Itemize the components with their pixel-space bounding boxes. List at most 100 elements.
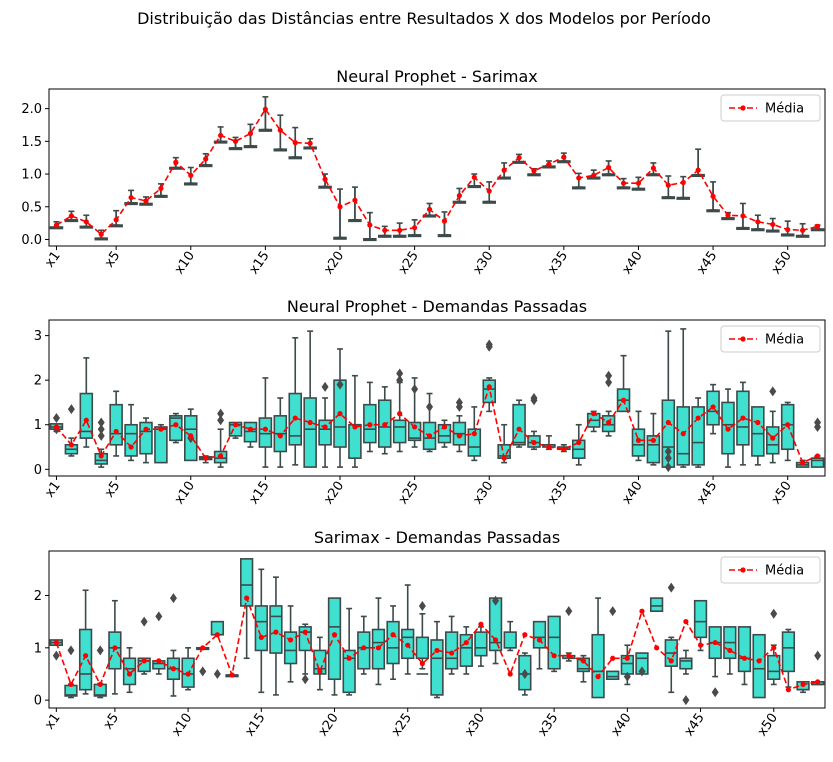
box-8 (154, 194, 168, 198)
box-10 (184, 182, 198, 186)
mean-point (727, 647, 733, 654)
box-37 (576, 657, 591, 673)
mean-point (426, 433, 433, 439)
box-36 (571, 186, 586, 190)
mean-point (128, 194, 134, 201)
box-38 (591, 633, 605, 699)
subplot-title: Sarimax - Demandas Passadas (314, 528, 560, 547)
outlier-point (396, 368, 404, 379)
mean-point (317, 668, 323, 674)
mean-point (128, 444, 134, 450)
mean-point (337, 411, 343, 417)
mean-point (188, 172, 194, 178)
outlier-point (418, 600, 426, 611)
box-48 (751, 406, 765, 457)
mean-point (492, 637, 499, 643)
mean-point (185, 671, 191, 677)
box-17 (288, 156, 302, 160)
mean-point (405, 642, 411, 648)
box-29 (467, 428, 482, 457)
box-35 (557, 160, 571, 164)
mean-point (158, 185, 164, 192)
mean-point (665, 419, 671, 426)
mean-point (665, 182, 671, 188)
box-3 (79, 392, 94, 439)
outlier-point (140, 616, 148, 627)
mean-point (522, 632, 528, 638)
outlier-point (52, 650, 60, 661)
box-34 (532, 620, 547, 649)
y-tick-label: 0 (34, 463, 42, 478)
y-tick-label: 1 (34, 641, 42, 656)
legend-marker (740, 567, 746, 573)
subplot-neural-prophet-demandas-passadas: Neural Prophet - Demandas Passadas 0123x… (34, 297, 826, 507)
mean-point (218, 453, 224, 459)
mean-point (68, 681, 74, 688)
mean-point (156, 658, 162, 664)
box-21 (348, 423, 362, 459)
mean-point (546, 161, 552, 167)
box-7 (139, 421, 153, 455)
box-51 (795, 234, 810, 238)
box-30 (482, 379, 496, 404)
mean-point (258, 634, 264, 640)
mean-point (113, 217, 119, 223)
mean-point (516, 155, 522, 161)
mean-point (53, 639, 59, 646)
mean-point (397, 411, 403, 417)
mean-point (141, 658, 147, 664)
outlier-point (664, 453, 672, 464)
box-48 (737, 626, 752, 673)
box-50 (767, 654, 781, 681)
outlier-point (638, 666, 646, 677)
mean-series-line (55, 383, 818, 464)
mean-point (307, 419, 313, 426)
y-tick-label: 1.5 (21, 135, 42, 150)
box-24 (386, 620, 400, 665)
box-16 (273, 148, 288, 152)
mean-point (624, 655, 630, 661)
outlier-point (217, 415, 225, 426)
y-tick-label: 0.0 (21, 233, 42, 248)
mean-point (143, 426, 149, 432)
mean-point (292, 415, 298, 421)
mean-point (397, 227, 403, 233)
mean-point (83, 219, 89, 225)
box-3 (78, 628, 93, 691)
box-14 (243, 145, 258, 149)
outlier-point (455, 401, 463, 412)
mean-point (531, 439, 537, 446)
mean-point (680, 179, 686, 186)
outlier-point (565, 606, 573, 617)
mean-point (68, 213, 74, 219)
mean-point (551, 653, 557, 659)
box-13 (228, 147, 243, 151)
mean-point (478, 621, 484, 627)
box-38 (601, 173, 616, 177)
mean-point (580, 658, 587, 664)
outlier-point (492, 595, 500, 606)
outlier-point (667, 582, 675, 593)
mean-point (576, 175, 582, 181)
box-29 (467, 185, 482, 189)
outlier-point (217, 408, 225, 419)
mean-point (695, 415, 701, 421)
outlier-point (814, 421, 822, 432)
mean-point (712, 639, 718, 646)
box-30 (474, 631, 488, 657)
mean-point (113, 428, 119, 435)
outlier-point (97, 417, 105, 428)
box-18 (303, 397, 317, 468)
mean-point (740, 213, 746, 219)
legend-box (720, 325, 821, 353)
mean-point (697, 642, 704, 648)
box-5 (109, 403, 123, 446)
mean-point (516, 426, 522, 432)
mean-point (725, 212, 731, 218)
box-16 (269, 605, 283, 654)
mean-point (158, 426, 164, 432)
mean-point (273, 629, 279, 635)
outlier-point (199, 666, 207, 677)
